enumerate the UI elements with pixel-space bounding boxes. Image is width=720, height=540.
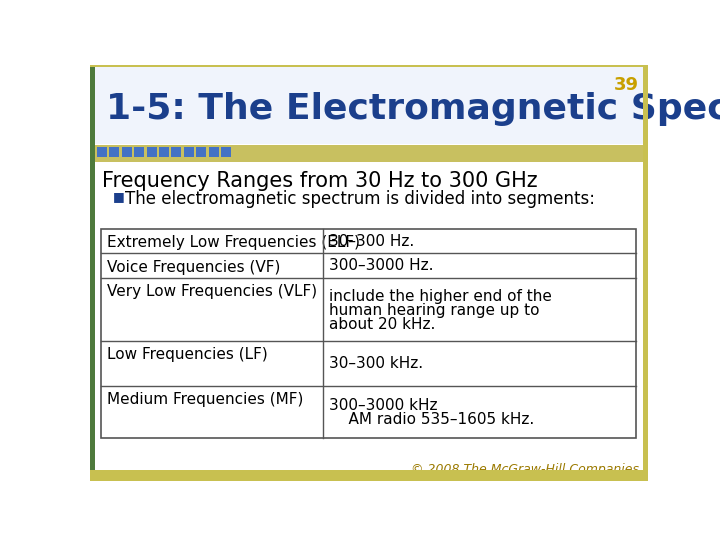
Text: about 20 kHz.: about 20 kHz. bbox=[329, 316, 435, 332]
Text: Frequency Ranges from 30 Hz to 300 GHz: Frequency Ranges from 30 Hz to 300 GHz bbox=[102, 171, 538, 191]
Text: 1-5: The Electromagnetic Spectrum: 1-5: The Electromagnetic Spectrum bbox=[106, 92, 720, 126]
Bar bbox=[90, 65, 648, 67]
Bar bbox=[642, 65, 648, 481]
Bar bbox=[90, 65, 96, 481]
Text: Voice Frequencies (VF): Voice Frequencies (VF) bbox=[107, 260, 280, 275]
Text: include the higher end of the: include the higher end of the bbox=[329, 289, 552, 304]
Bar bbox=[90, 470, 648, 481]
Text: Medium Frequencies (MF): Medium Frequencies (MF) bbox=[107, 392, 303, 407]
Bar bbox=[109, 147, 120, 157]
Text: human hearing range up to: human hearing range up to bbox=[329, 303, 539, 318]
Bar bbox=[147, 147, 157, 157]
Bar bbox=[96, 67, 642, 144]
Text: AM radio 535–1605 kHz.: AM radio 535–1605 kHz. bbox=[329, 412, 534, 427]
Bar bbox=[159, 147, 169, 157]
Text: Very Low Frequencies (VLF): Very Low Frequencies (VLF) bbox=[107, 284, 318, 299]
Bar bbox=[122, 147, 132, 157]
Text: © 2008 The McGraw-Hill Companies: © 2008 The McGraw-Hill Companies bbox=[410, 463, 639, 476]
Text: 39: 39 bbox=[613, 76, 639, 93]
Text: 30–300 Hz.: 30–300 Hz. bbox=[329, 234, 414, 248]
Text: ■: ■ bbox=[113, 190, 125, 203]
Bar bbox=[134, 147, 144, 157]
Bar bbox=[171, 147, 181, 157]
Text: Extremely Low Frequencies (ELF): Extremely Low Frequencies (ELF) bbox=[107, 235, 360, 250]
Text: 30–300 kHz.: 30–300 kHz. bbox=[329, 356, 423, 371]
Bar bbox=[196, 147, 206, 157]
Text: 300–3000 Hz.: 300–3000 Hz. bbox=[329, 258, 433, 273]
Bar bbox=[97, 147, 107, 157]
Bar bbox=[96, 145, 642, 162]
Bar bbox=[221, 147, 231, 157]
Bar bbox=[184, 147, 194, 157]
Text: 300–3000 kHz: 300–3000 kHz bbox=[329, 398, 437, 413]
Text: The electromagnetic spectrum is divided into segments:: The electromagnetic spectrum is divided … bbox=[125, 190, 595, 208]
Bar bbox=[101, 229, 636, 438]
Text: Low Frequencies (LF): Low Frequencies (LF) bbox=[107, 347, 268, 362]
Bar bbox=[209, 147, 219, 157]
